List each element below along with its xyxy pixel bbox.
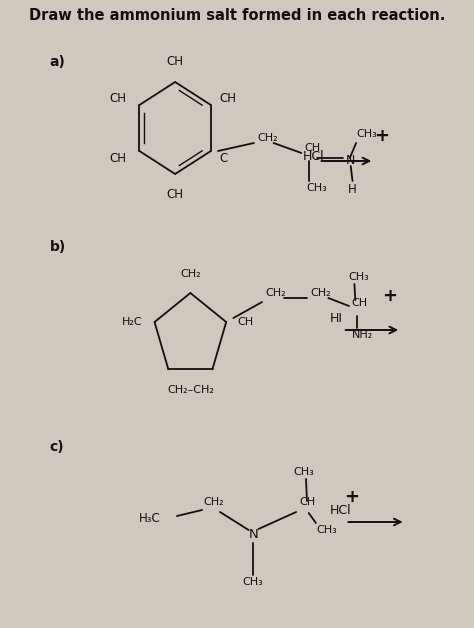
Text: Draw the ammonium salt formed in each reaction.: Draw the ammonium salt formed in each re… bbox=[29, 8, 445, 23]
Text: HCl: HCl bbox=[329, 504, 351, 516]
Text: HCl: HCl bbox=[302, 149, 324, 163]
Text: C: C bbox=[220, 151, 228, 165]
Text: CH₂: CH₂ bbox=[180, 269, 201, 279]
Text: CH: CH bbox=[167, 188, 183, 201]
Text: CH₂: CH₂ bbox=[257, 133, 278, 143]
Text: NH₂: NH₂ bbox=[352, 330, 373, 340]
Text: CH₃: CH₃ bbox=[306, 183, 327, 193]
Text: CH₃: CH₃ bbox=[356, 129, 377, 139]
Text: H₃C: H₃C bbox=[139, 512, 161, 526]
Text: CH₃: CH₃ bbox=[316, 525, 337, 535]
Text: CH: CH bbox=[237, 317, 253, 327]
Text: CH₂: CH₂ bbox=[310, 288, 331, 298]
Text: N: N bbox=[248, 529, 258, 541]
Text: CH₂: CH₂ bbox=[204, 497, 225, 507]
Text: +: + bbox=[344, 488, 359, 506]
Text: c): c) bbox=[50, 440, 64, 454]
Text: H₂C: H₂C bbox=[121, 317, 142, 327]
Text: CH: CH bbox=[352, 298, 368, 308]
Text: CH₃: CH₃ bbox=[348, 272, 369, 282]
Text: CH: CH bbox=[110, 151, 127, 165]
Text: +: + bbox=[374, 127, 389, 145]
Text: +: + bbox=[382, 287, 397, 305]
Text: CH: CH bbox=[304, 143, 320, 153]
Text: CH₂: CH₂ bbox=[265, 288, 286, 298]
Text: b): b) bbox=[50, 240, 66, 254]
Text: N: N bbox=[346, 154, 355, 168]
Text: CH₂–CH₂: CH₂–CH₂ bbox=[167, 385, 214, 395]
Text: CH: CH bbox=[167, 55, 183, 68]
Text: CH₃: CH₃ bbox=[243, 577, 264, 587]
Text: CH: CH bbox=[300, 497, 316, 507]
Text: a): a) bbox=[50, 55, 65, 69]
Text: CH₃: CH₃ bbox=[293, 467, 314, 477]
Text: H: H bbox=[348, 183, 357, 196]
Text: CH: CH bbox=[110, 92, 127, 104]
Text: CH: CH bbox=[220, 92, 237, 104]
Text: HI: HI bbox=[329, 311, 342, 325]
